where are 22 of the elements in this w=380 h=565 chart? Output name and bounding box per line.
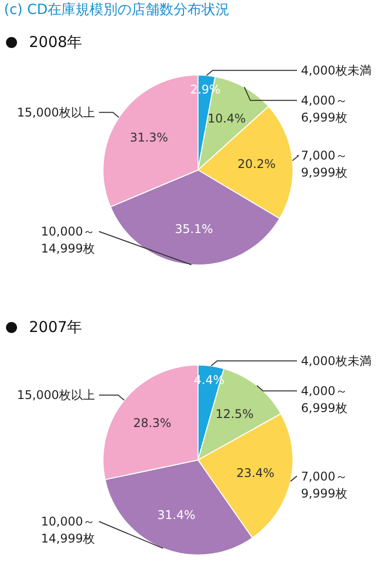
data-label: 31.3%: [130, 130, 168, 144]
chart-title: (c) CD在庫規模別の店舗数分布状況: [4, 1, 230, 19]
slice-label: 15,000枚以上: [17, 105, 95, 120]
data-label: 23.4%: [236, 466, 274, 480]
slice-label: 4,000枚未満: [301, 63, 372, 78]
data-label: 35.1%: [174, 222, 213, 236]
slice-label: 4,000～ 6,999枚: [301, 93, 348, 124]
slice-label: 4,000枚未満: [301, 354, 372, 368]
slice-label: 10,000～ 14,999枚: [41, 224, 95, 256]
data-label: 12.5%: [215, 406, 254, 421]
slice-label: 4,000～ 6,999枚: [301, 384, 348, 415]
slice-label: 7,000～ 9,999枚: [301, 469, 348, 500]
data-label: 20.2%: [238, 157, 276, 172]
slice-label: 10,000～ 14,999枚: [41, 514, 95, 546]
data-label: 2.9%: [190, 82, 221, 97]
chart-subtitle: 2008年: [29, 33, 82, 52]
chart-subtitle: 2007年: [29, 318, 82, 337]
slice-label: 7,000～ 9,999枚: [301, 148, 348, 180]
data-label: 31.4%: [157, 508, 196, 522]
data-label: 10.4%: [208, 112, 246, 126]
slice-label: 15,000枚以上: [17, 388, 95, 402]
data-label: 28.3%: [133, 416, 172, 430]
